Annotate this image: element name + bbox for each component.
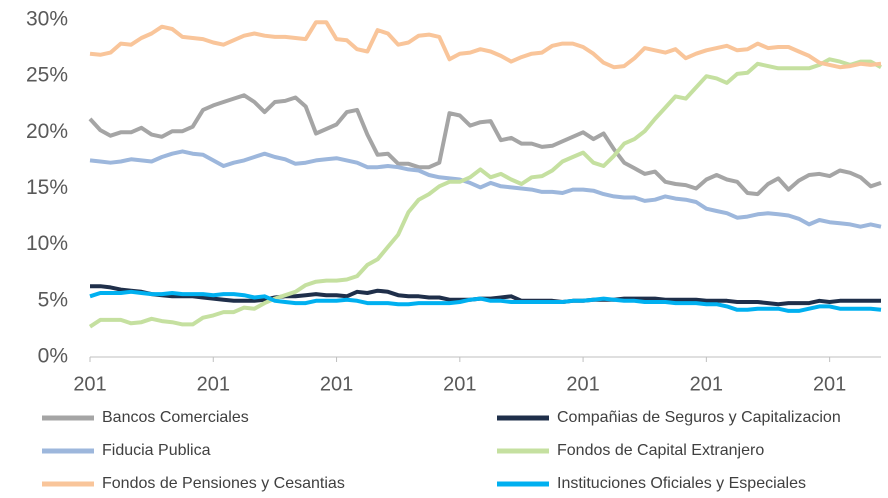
series-line xyxy=(89,20,882,70)
legend-label: Bancos Comerciales xyxy=(102,409,249,426)
y-tick-label: 25% xyxy=(26,64,68,87)
y-tick-label: 15% xyxy=(26,176,68,199)
series-line xyxy=(88,57,882,329)
x-tick-label: 201 xyxy=(320,373,353,395)
legend-label: Fondos de Capital Extranjero xyxy=(557,442,764,459)
series-line xyxy=(89,289,882,313)
y-tick-label: 20% xyxy=(26,120,68,143)
y-tick-label: 5% xyxy=(38,288,68,311)
legend-label: Fondos de Pensiones y Cesantias xyxy=(102,475,345,492)
y-tick-label: 0% xyxy=(38,345,68,368)
x-tick-label: 201 xyxy=(443,373,476,395)
x-tick-label: 201 xyxy=(197,373,230,395)
y-tick-label: 10% xyxy=(26,232,68,255)
legend-label: Fiducia Publica xyxy=(102,442,211,459)
x-tick-label: 201 xyxy=(690,373,723,395)
x-tick-label: 201 xyxy=(813,373,846,395)
series-line xyxy=(88,93,882,197)
legend-label: Instituciones Oficiales y Especiales xyxy=(557,475,806,492)
x-tick-label: 201 xyxy=(566,373,599,395)
x-tick-label: 201 xyxy=(73,373,106,395)
y-tick-label: 30% xyxy=(26,8,68,31)
series-line xyxy=(89,149,882,229)
legend-label: Compañias de Seguros y Capitalizacion xyxy=(557,409,841,426)
